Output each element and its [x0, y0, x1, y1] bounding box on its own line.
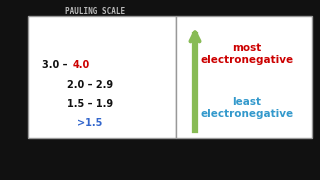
Text: least
electronegative: least electronegative [200, 97, 293, 119]
Text: 3.0 –: 3.0 – [42, 60, 71, 70]
Text: 4.0: 4.0 [73, 60, 90, 70]
FancyBboxPatch shape [176, 16, 312, 138]
Text: 1.5 – 1.9: 1.5 – 1.9 [67, 99, 113, 109]
Text: 2.0 – 2.9: 2.0 – 2.9 [67, 80, 113, 90]
FancyBboxPatch shape [28, 16, 176, 138]
Text: most
electronegative: most electronegative [200, 43, 293, 65]
Text: >1.5: >1.5 [77, 118, 103, 128]
Text: PAULING SCALE: PAULING SCALE [65, 8, 125, 17]
